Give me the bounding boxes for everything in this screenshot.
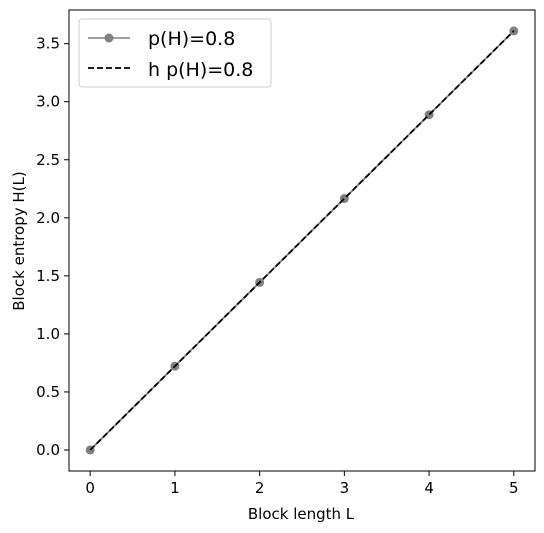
y-tick-label: 3.0: [36, 93, 60, 111]
legend-box: [78, 18, 272, 88]
x-tick-label: 4: [424, 479, 434, 497]
series-line-2: [89, 30, 515, 451]
y-tick-label: 2.5: [36, 151, 60, 169]
y-axis-label: Block entropy H(L): [10, 171, 28, 310]
y-tick-label: 0.0: [36, 441, 60, 459]
x-tick-label: 3: [340, 479, 350, 497]
y-tick-label: 3.5: [36, 35, 60, 53]
y-tick-label: 1.0: [36, 325, 60, 343]
y-tick-label: 0.5: [36, 383, 60, 401]
y-tick-label: 1.5: [36, 267, 60, 285]
x-tick-label: 2: [255, 479, 265, 497]
x-tick-label: 5: [509, 479, 519, 497]
y-tick-label: 2.0: [36, 209, 60, 227]
legend: p(H)=0.8 h p(H)=0.8: [78, 18, 272, 88]
plot-frame: [68, 9, 536, 472]
x-axis-label: Block length L: [248, 505, 355, 523]
x-tick-label: 1: [170, 479, 180, 497]
legend-label-series-1: p(H)=0.8: [148, 28, 235, 50]
plot-area: [85, 26, 519, 455]
axis-ticks: 0 1 2 3 4 5 0.0 0.5 1.0 1.5 2.0 2.5 3.0 3.5: [36, 35, 518, 497]
legend-label-series-2: h p(H)=0.8: [148, 59, 253, 81]
legend-marker-series-1: [104, 33, 114, 43]
data-point: [509, 26, 519, 36]
x-tick-label: 0: [85, 479, 95, 497]
